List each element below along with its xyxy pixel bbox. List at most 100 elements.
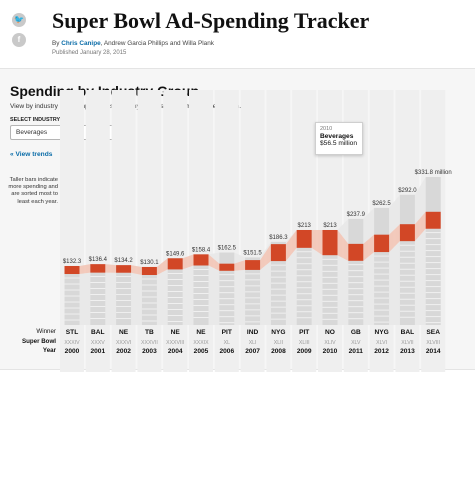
bar-highlight-2012	[374, 234, 390, 253]
winner-label-2004: NE	[171, 329, 181, 336]
band-highlight	[311, 229, 323, 256]
year-label-2006: 2006	[219, 348, 234, 355]
band-highlight	[389, 224, 400, 253]
tooltip-value: $56.5 million	[320, 140, 358, 147]
band-highlight	[285, 229, 297, 262]
year-label-2012: 2012	[374, 348, 389, 355]
super-bowl-label-2004: XXXVIII	[166, 340, 184, 346]
winner-label-2005: NE	[196, 329, 206, 336]
select-industry-label: SELECT INDUSTRY:	[10, 117, 62, 123]
total-label-2012: $262.5	[372, 201, 391, 207]
year-label-2000: 2000	[65, 348, 80, 355]
band-lower	[389, 241, 400, 325]
winner-label-2010: NO	[325, 329, 335, 336]
twitter-icon[interactable]: 🐦	[12, 13, 26, 27]
super-bowl-label-2009: XLIII	[299, 340, 310, 346]
year-label-2014: 2014	[426, 348, 441, 355]
band-upper	[285, 229, 297, 245]
bar-highlight-2002	[116, 265, 132, 273]
year-label-2001: 2001	[90, 348, 105, 355]
super-bowl-label-2003: XXXVII	[141, 340, 158, 346]
bar-highlight-2001	[90, 264, 106, 273]
total-label-2007: $151.5	[243, 250, 262, 256]
year-label-2004: 2004	[168, 348, 183, 355]
bar-highlight-2004	[167, 258, 183, 270]
band-lower	[414, 228, 426, 325]
year-label-2013: 2013	[400, 348, 415, 355]
band-lower	[260, 261, 271, 325]
band-upper	[389, 194, 400, 235]
band-upper	[260, 241, 271, 261]
winner-label-2000: STL	[66, 329, 78, 336]
total-label-2008: $186.3	[269, 235, 288, 241]
year-row-label: Year	[42, 347, 56, 354]
bar-highlight-2006	[219, 263, 235, 271]
byline: By Chris Canipe, Andrew Garcia Phillips …	[52, 40, 214, 47]
winner-label-2003: TB	[145, 329, 154, 336]
winner-label-2001: BAL	[91, 329, 105, 336]
band-highlight	[337, 229, 349, 261]
total-label-2010: $213	[323, 223, 337, 229]
year-label-2011: 2011	[349, 348, 364, 355]
bar-total-2009	[296, 229, 312, 325]
band-highlight	[182, 254, 194, 270]
band-lower	[363, 252, 375, 325]
band-upper	[234, 252, 246, 264]
bar-highlight-2005	[193, 254, 209, 266]
total-label-2000: $132.3	[63, 259, 82, 265]
band-upper	[337, 218, 349, 244]
band-lower	[182, 265, 194, 325]
bar-highlight-2014	[425, 211, 441, 229]
total-label-2002: $134.2	[114, 258, 133, 264]
band-highlight	[208, 254, 220, 271]
band-highlight	[260, 244, 271, 270]
bar-highlight-2009	[296, 229, 312, 248]
super-bowl-row-label: Super Bowl	[21, 338, 56, 345]
super-bowl-label-2002: XXXVI	[116, 340, 131, 346]
winner-label-2009: PIT	[299, 329, 309, 336]
total-label-2014: $331.8 million	[415, 170, 452, 176]
winner-row-label: Winner	[36, 328, 56, 335]
bar-total-2011	[348, 218, 364, 325]
year-label-2008: 2008	[271, 348, 286, 355]
winner-label-2013: BAL	[401, 329, 415, 336]
bar-highlight-2003	[141, 266, 157, 275]
bar-total-2003	[141, 266, 157, 325]
bar-height-note: Taller bars indicate more spending and a…	[8, 177, 58, 205]
super-bowl-label-2007: XLI	[249, 340, 257, 346]
facebook-icon[interactable]: f	[12, 33, 26, 47]
total-label-2009: $213	[298, 223, 312, 229]
winner-label-2006: PIT	[222, 329, 232, 336]
bar-highlight-2008	[270, 244, 286, 262]
bar-total-2007	[245, 257, 261, 325]
super-bowl-label-2012: XLVI	[376, 340, 387, 346]
band-lower	[131, 272, 142, 325]
bar-highlight-2010	[322, 229, 338, 256]
band-highlight	[105, 264, 117, 273]
total-label-2013: $292.0	[398, 188, 417, 194]
total-label-2011: $237.9	[347, 212, 366, 218]
total-label-2005: $158.4	[192, 247, 211, 253]
year-label-2010: 2010	[323, 348, 338, 355]
band-highlight	[363, 234, 375, 261]
super-bowl-label-2014: XLVIII	[426, 340, 440, 346]
byline-prefix: By	[52, 40, 62, 47]
band-upper	[208, 252, 220, 264]
winner-label-2008: NYG	[271, 329, 285, 336]
year-label-2002: 2002	[116, 348, 131, 355]
total-label-2006: $162.5	[218, 246, 237, 252]
bar-tooltip: 2010 Beverages $56.5 million	[315, 122, 363, 155]
author-link[interactable]: Chris Canipe	[61, 40, 101, 47]
year-label-2005: 2005	[194, 348, 209, 355]
year-label-2009: 2009	[297, 348, 312, 355]
total-label-2004: $149.6	[166, 251, 185, 257]
band-upper	[363, 207, 375, 244]
bar-highlight-2013	[399, 224, 415, 242]
published-date: Published January 28, 2015	[52, 50, 127, 56]
super-bowl-label-2006: XL	[224, 340, 230, 346]
view-trends-link[interactable]: « View trends	[10, 151, 53, 158]
super-bowl-label-2001: XXXV	[91, 340, 105, 346]
super-bowl-label-2010: XLIV	[324, 340, 336, 346]
bar-total-2008	[270, 241, 286, 325]
